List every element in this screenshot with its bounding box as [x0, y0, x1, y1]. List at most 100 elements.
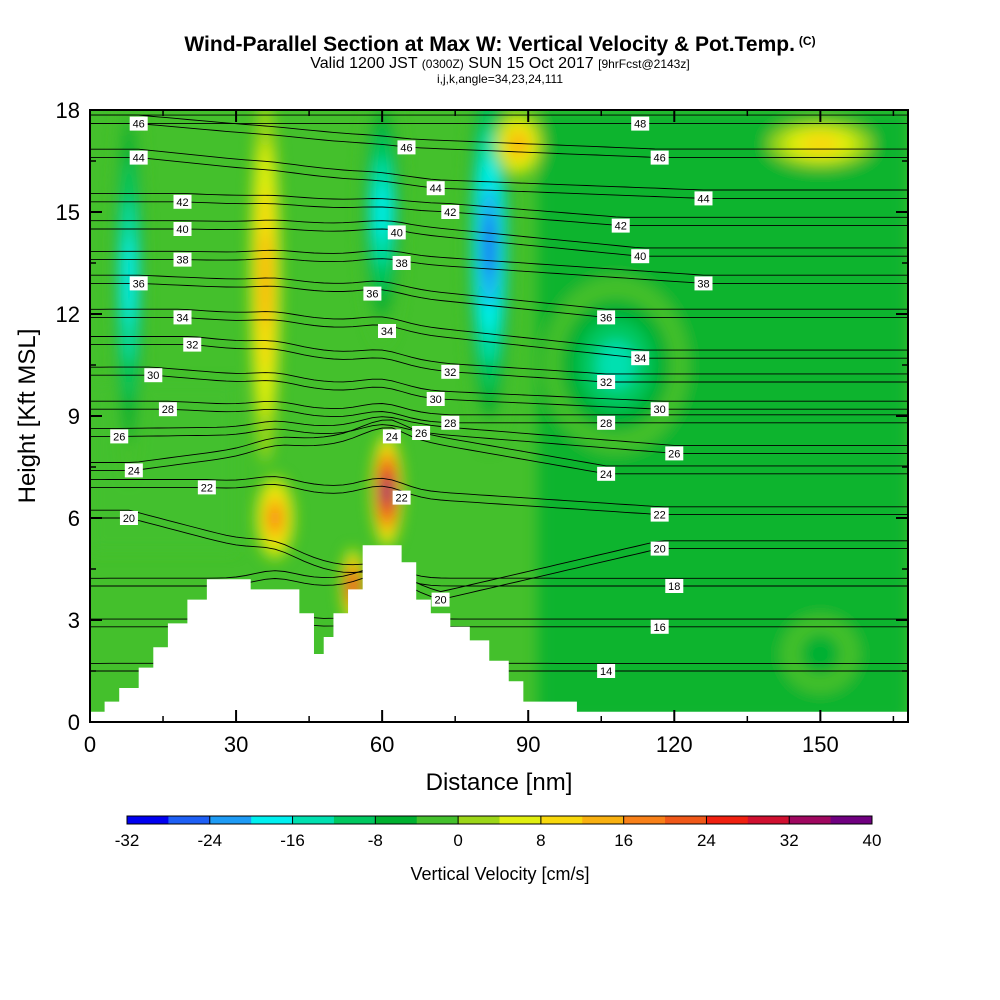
theta-contour-42-mid	[90, 192, 908, 218]
theta-contour-22-mid	[90, 476, 908, 508]
x-tick-label: 90	[516, 732, 540, 757]
w-cell-8-2	[800, 633, 841, 675]
contour-label-26: 26	[110, 429, 129, 444]
contour-label-44: 44	[694, 191, 713, 206]
theta-contour-46	[90, 123, 908, 159]
theta-contour-42	[90, 201, 908, 227]
contour-label-box	[631, 351, 650, 366]
contour-label-34: 34	[631, 351, 650, 366]
contour-label-text: 26	[415, 428, 427, 440]
colorbar-swatch	[251, 816, 294, 824]
contour-label-30: 30	[144, 368, 163, 383]
contour-label-text: 40	[176, 224, 188, 236]
contour-label-32: 32	[183, 337, 202, 352]
colorbar-swatch	[706, 816, 749, 824]
contour-label-text: 46	[133, 119, 145, 131]
contour-label-box	[597, 310, 616, 325]
contour-label-text: 44	[133, 153, 145, 165]
contour-label-30: 30	[426, 392, 445, 406]
theta-contour-24	[90, 427, 908, 475]
contour-label-box	[650, 619, 669, 634]
colorbar-tick-label: 24	[697, 831, 716, 850]
contour-label-text: 38	[697, 278, 709, 290]
contour-label-text: 34	[381, 326, 393, 338]
contour-label-box	[378, 324, 397, 338]
contour-label-text: 24	[386, 431, 398, 443]
colorbar-tick-label: 8	[536, 831, 545, 850]
theta-contour-38	[90, 258, 908, 284]
contour-label-box	[650, 541, 669, 556]
contour-label-box	[129, 116, 148, 131]
contour-label-24: 24	[124, 463, 143, 478]
contour-label-box	[392, 256, 411, 270]
colorbar-swatch	[665, 816, 707, 824]
contour-label-40: 40	[631, 249, 650, 264]
theta-contour-34	[90, 316, 908, 359]
x-tick-label: 30	[224, 732, 248, 757]
contour-label-42: 42	[441, 205, 460, 219]
contour-label-28: 28	[597, 415, 616, 430]
subtitle-valid: Valid 1200 JST	[310, 55, 418, 73]
colorbar-swatch	[209, 816, 252, 824]
contour-label-14: 14	[597, 664, 616, 678]
subtitle-indices: i,j,k,angle=34,23,24,111	[437, 71, 563, 86]
w-cell-2-5	[269, 507, 281, 529]
contour-label-46: 46	[397, 140, 416, 155]
contour-label-36: 36	[597, 310, 616, 325]
theta-contour-24-mid	[90, 419, 908, 467]
contour-label-20: 20	[431, 592, 450, 607]
colorbar-swatch	[623, 816, 666, 824]
contour-label-box	[665, 446, 684, 461]
contour-label-text: 38	[395, 258, 407, 270]
contour-label-text: 20	[654, 544, 666, 556]
contour-label-24: 24	[382, 429, 401, 444]
theta-contour-32	[90, 344, 908, 383]
w-cell-1-4	[259, 232, 271, 328]
theta-contour-44-mid	[90, 148, 908, 191]
y-tick-label: 0	[68, 710, 80, 735]
contour-label-box	[597, 415, 616, 430]
contour-label-22: 22	[650, 507, 669, 522]
w-cell-3-5	[376, 183, 389, 241]
contour-label-34: 34	[173, 310, 192, 325]
subtitle-date: SUN 15 Oct 2017	[468, 55, 594, 73]
contour-label-36: 36	[129, 276, 148, 291]
contour-label-text: 48	[634, 119, 646, 131]
theta-contour-22	[90, 484, 908, 516]
contour-label-box	[124, 463, 143, 478]
contour-label-box	[694, 191, 713, 206]
contour-label-text: 42	[444, 207, 456, 219]
colorbar-tick-label: 0	[453, 831, 462, 850]
contour-label-box	[650, 150, 669, 165]
contour-label-42: 42	[173, 194, 192, 209]
contour-label-box	[363, 286, 382, 301]
contour-label-text: 40	[391, 227, 403, 239]
chart-subtitle: Valid 1200 JST (0300Z) SUN 15 Oct 2017 […	[0, 55, 1000, 73]
contour-label-40: 40	[387, 225, 406, 240]
contour-label-box	[173, 222, 192, 236]
contour-label-text: 36	[366, 289, 378, 301]
contour-label-box	[650, 507, 669, 522]
w-cell-4-10	[383, 482, 391, 500]
contour-label-box	[597, 466, 616, 481]
theta-contour-40-mid	[90, 219, 908, 249]
colorbar-tick-label: 16	[614, 831, 633, 850]
colorbar-swatch	[168, 816, 211, 824]
contour-label-text: 36	[133, 278, 145, 290]
contour-label-text: 18	[668, 581, 680, 593]
contour-label-text: 24	[600, 469, 612, 481]
contour-label-box	[597, 664, 616, 678]
colorbar-swatch	[830, 816, 873, 824]
contour-label-text: 46	[654, 153, 666, 165]
contour-label-text: 20	[434, 595, 446, 607]
contour-label-text: 32	[444, 367, 456, 379]
contour-label-box	[158, 402, 177, 417]
contour-label-text: 40	[634, 251, 646, 263]
contour-label-box	[694, 276, 713, 291]
theta-contour-20	[90, 517, 908, 600]
contour-label-22: 22	[197, 480, 216, 495]
contour-label-text: 44	[697, 193, 709, 205]
contour-label-16: 16	[650, 619, 669, 634]
